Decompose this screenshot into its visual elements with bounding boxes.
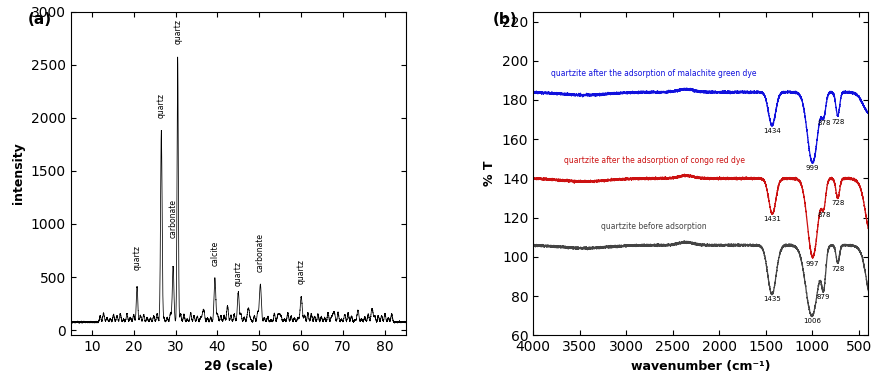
Text: quartz: quartz <box>133 245 142 269</box>
Text: 728: 728 <box>831 119 844 125</box>
Text: 878: 878 <box>817 211 830 218</box>
Text: quartzite before adsorption: quartzite before adsorption <box>602 222 707 231</box>
X-axis label: 2θ (scale): 2θ (scale) <box>204 360 273 373</box>
Text: 728: 728 <box>831 200 844 206</box>
Text: quartzite after the adsorption of malachite green dye: quartzite after the adsorption of malach… <box>551 69 757 78</box>
Y-axis label: intensity: intensity <box>12 143 26 204</box>
Text: quartz: quartz <box>234 261 243 285</box>
Text: quartz: quartz <box>173 19 183 44</box>
Text: 878: 878 <box>817 120 830 126</box>
Y-axis label: % T: % T <box>484 161 496 186</box>
Text: carbonate: carbonate <box>168 199 177 238</box>
Text: 999: 999 <box>805 165 820 172</box>
Text: 1006: 1006 <box>803 318 821 324</box>
Text: quartzite after the adsorption of congo red dye: quartzite after the adsorption of congo … <box>563 156 745 165</box>
Text: calcite: calcite <box>211 241 220 266</box>
Text: 728: 728 <box>831 266 844 272</box>
Text: 879: 879 <box>817 294 830 300</box>
Text: 997: 997 <box>806 261 820 267</box>
Text: quartz: quartz <box>297 259 306 284</box>
Text: 1431: 1431 <box>764 216 781 222</box>
X-axis label: wavenumber (cm⁻¹): wavenumber (cm⁻¹) <box>631 360 771 373</box>
Text: 1435: 1435 <box>763 296 781 302</box>
Text: quartz: quartz <box>157 93 166 118</box>
Text: 1434: 1434 <box>763 128 781 134</box>
Text: (b): (b) <box>493 12 517 27</box>
Text: (a): (a) <box>27 12 51 27</box>
Text: carbonate: carbonate <box>256 233 265 272</box>
